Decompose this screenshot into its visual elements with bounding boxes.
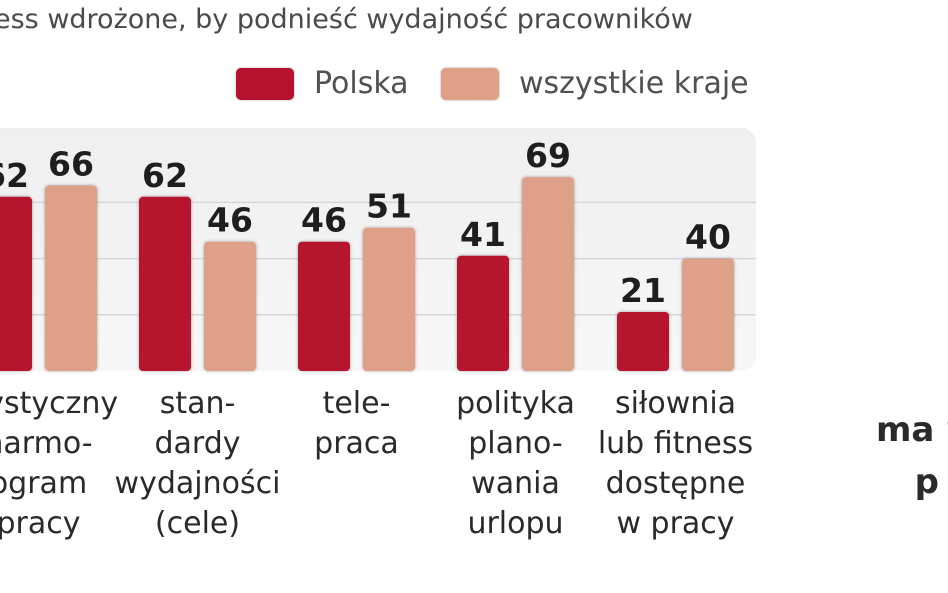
category-label-4: siłownia lub fitness dostępne w pracy bbox=[597, 386, 754, 541]
legend-swatch-polska bbox=[236, 68, 294, 100]
value-label-wszystkie-kraje-2: 51 bbox=[366, 187, 412, 226]
value-label-wszystkie-kraje-4: 40 bbox=[685, 218, 731, 257]
bar-polska-3 bbox=[457, 255, 509, 371]
legend-swatch-wszystkie-kraje bbox=[441, 68, 499, 100]
bar-wszystkie-kraje-2 bbox=[363, 227, 415, 371]
category-label-2: tele- praca bbox=[314, 386, 399, 461]
bar-polska-4 bbox=[617, 311, 669, 371]
value-label-wszystkie-kraje-0: 66 bbox=[48, 145, 94, 184]
value-label-polska-2: 46 bbox=[301, 201, 347, 240]
bar-wszystkie-kraje-1 bbox=[204, 241, 256, 371]
bar-wszystkie-kraje-3 bbox=[522, 177, 574, 371]
bar-polska-0 bbox=[0, 196, 32, 371]
value-label-polska-0: 62 bbox=[0, 156, 29, 195]
category-label-0: stystyczny harmo- ogram pracy bbox=[0, 386, 119, 541]
value-label-wszystkie-kraje-1: 46 bbox=[207, 201, 253, 240]
bar-wszystkie-kraje-4 bbox=[682, 258, 734, 371]
bar-wszystkie-kraje-0 bbox=[45, 185, 97, 371]
side-text-fragment: ma w p bbox=[876, 410, 948, 502]
bar-polska-2 bbox=[298, 241, 350, 371]
value-label-polska-1: 62 bbox=[142, 156, 188, 195]
category-label-1: stan- dardy wydajności (cele) bbox=[114, 386, 281, 541]
chart-title: ess wdrożone, by podnieść wydajność prac… bbox=[0, 4, 693, 35]
bar-polska-1 bbox=[139, 196, 191, 371]
value-label-polska-3: 41 bbox=[460, 215, 506, 254]
legend-label-wszystkie-kraje: wszystkie kraje bbox=[519, 66, 749, 101]
category-label-3: polityka plano- wania urlopu bbox=[456, 386, 575, 541]
value-label-wszystkie-kraje-3: 69 bbox=[525, 136, 571, 175]
value-label-polska-4: 21 bbox=[620, 271, 666, 310]
legend-label-polska: Polska bbox=[314, 66, 409, 101]
